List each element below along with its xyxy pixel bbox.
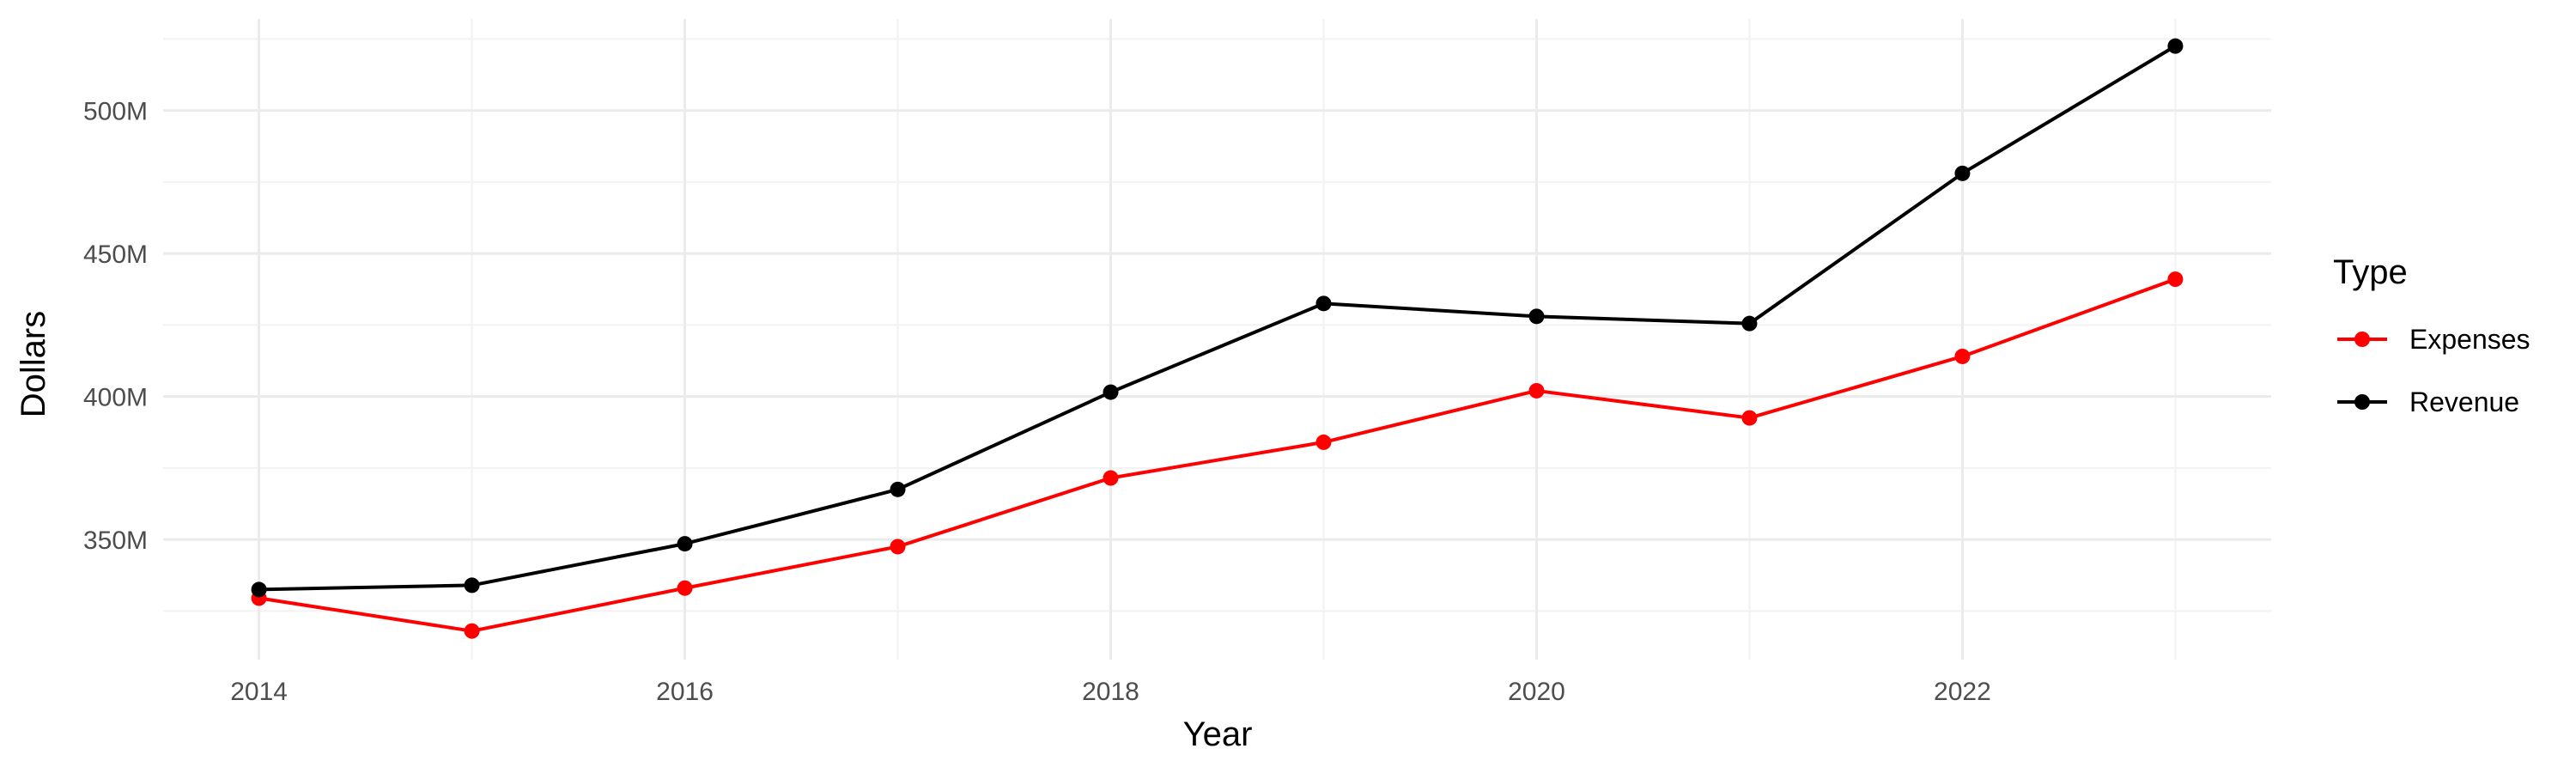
x-axis-ticks: 2014 2016 2018 2020 2022	[230, 678, 1991, 706]
data-point-expenses-2023	[2167, 271, 2184, 288]
x-tick-label: 2014	[230, 678, 288, 706]
data-point-revenue-2019	[1315, 295, 1332, 312]
y-tick-label: 400M	[83, 384, 148, 412]
x-tick-label: 2022	[1934, 678, 1991, 706]
data-point-expenses-2017	[890, 539, 906, 555]
legend-label-expenses: Expenses	[2409, 324, 2530, 355]
data-point-expenses-2015	[464, 623, 480, 639]
legend-label-revenue: Revenue	[2409, 386, 2519, 417]
x-axis-title: Year	[1183, 715, 1253, 753]
grid	[163, 19, 2271, 660]
legend-title: Type	[2333, 253, 2408, 291]
data-point-expenses-2021	[1741, 410, 1758, 426]
legend-item-expenses: Expenses	[2337, 324, 2530, 355]
y-tick-label: 500M	[83, 98, 148, 126]
y-tick-label: 350M	[83, 526, 148, 555]
y-axis-ticks: 350M 400M 450M 500M	[83, 98, 148, 556]
y-tick-label: 450M	[83, 240, 148, 269]
data-point-expenses-2018	[1103, 470, 1119, 486]
data-point-revenue-2018	[1103, 384, 1119, 400]
data-point-expenses-2016	[677, 580, 693, 596]
legend-item-revenue: Revenue	[2337, 386, 2519, 417]
series-lines	[258, 44, 2177, 633]
legend: Type Expenses Revenue	[2333, 253, 2530, 417]
data-point-revenue-2014	[251, 581, 267, 598]
data-point-expenses-2020	[1528, 382, 1545, 399]
data-point-expenses-2022	[1954, 348, 1971, 364]
data-point-revenue-2023	[2167, 38, 2184, 54]
series-line-revenue	[258, 44, 2177, 592]
data-point-revenue-2016	[677, 536, 693, 552]
legend-key-revenue-marker	[2354, 394, 2370, 410]
legend-key-expenses-marker	[2354, 332, 2370, 347]
data-point-revenue-2015	[464, 577, 480, 593]
x-tick-label: 2018	[1082, 678, 1139, 706]
x-tick-label: 2020	[1508, 678, 1565, 706]
data-point-revenue-2020	[1528, 308, 1545, 325]
data-point-revenue-2021	[1741, 315, 1758, 332]
data-point-expenses-2019	[1315, 434, 1332, 450]
x-tick-label: 2016	[656, 678, 714, 706]
y-axis-title: Dollars	[15, 311, 52, 417]
series-points	[251, 38, 2184, 639]
data-point-revenue-2022	[1954, 165, 1971, 181]
data-point-revenue-2017	[890, 481, 906, 497]
series-line-expenses	[258, 277, 2177, 633]
